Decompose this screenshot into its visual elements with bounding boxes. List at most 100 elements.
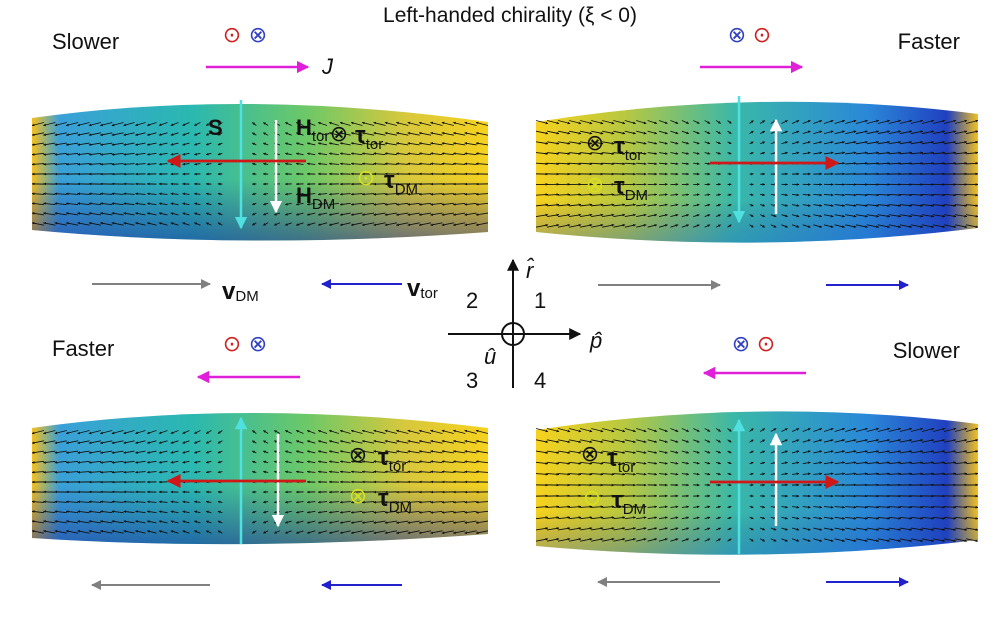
spin-vector <box>670 120 679 124</box>
spin-vector <box>123 152 135 156</box>
spin-vector <box>647 224 658 228</box>
spin-vector <box>339 132 351 136</box>
spin-vector <box>135 192 146 196</box>
spin-vector <box>31 460 45 464</box>
spin-vector <box>146 222 157 226</box>
tau-dm-symbol: ⊗ <box>349 483 367 508</box>
spin-vector <box>681 224 690 228</box>
spin-vector <box>557 223 571 228</box>
spin-vector <box>182 152 190 156</box>
spin-vector <box>77 162 90 166</box>
spin-vector <box>899 130 913 135</box>
spin-vector <box>760 151 766 155</box>
spin-vector <box>384 131 398 136</box>
spin-vector <box>727 224 732 228</box>
spin-vector <box>899 140 913 145</box>
spin-vector <box>602 141 615 145</box>
spin-vector <box>361 202 375 206</box>
spin-vector <box>681 141 690 145</box>
spin-vector <box>636 203 647 207</box>
spin-vector <box>943 140 957 145</box>
spin-vector <box>813 204 823 207</box>
spin-vector <box>123 142 135 146</box>
spin-vector <box>65 152 79 156</box>
spin-vector <box>252 122 257 126</box>
domain-wall-film <box>31 413 489 545</box>
spin-vector <box>557 120 571 125</box>
spin-vector <box>135 122 146 127</box>
tau-dm-label: τDM <box>614 173 648 204</box>
spin-vector <box>263 122 269 126</box>
spin-vector <box>558 203 571 207</box>
spin-vector <box>704 141 711 145</box>
spin-vector <box>54 122 67 127</box>
spin-vector <box>921 193 935 197</box>
spin-vector <box>855 119 868 124</box>
spin-vector <box>781 214 788 218</box>
spin-vector <box>306 132 316 136</box>
spin-vector <box>350 131 363 136</box>
spin-vector <box>306 122 316 126</box>
spin-vector <box>888 130 902 135</box>
spin-vector <box>43 202 56 206</box>
spin-vector <box>295 162 304 166</box>
spin-vector <box>866 119 880 124</box>
spin-vector <box>647 213 658 217</box>
spin-vector <box>921 119 935 124</box>
spin-vector <box>535 213 549 217</box>
spin-vector <box>65 470 79 474</box>
tau-tor-label: τtor <box>355 122 383 153</box>
spin-vector <box>591 223 604 228</box>
spin-vector <box>123 162 135 166</box>
spin-vector <box>877 204 891 207</box>
spin-vector <box>328 202 339 206</box>
spin-vector <box>100 122 113 127</box>
spin-vector <box>636 130 647 135</box>
spin-vector <box>54 132 67 137</box>
spin-vector <box>158 222 168 226</box>
spin-vector <box>217 142 223 146</box>
spin-vector <box>65 510 79 514</box>
spin-vector <box>670 213 679 217</box>
spin-vector <box>760 203 766 207</box>
spin-vector <box>384 142 397 146</box>
spin-vector <box>823 141 834 145</box>
spin-vector <box>602 130 615 135</box>
spin-vector <box>194 122 201 126</box>
spin-vector <box>855 162 868 165</box>
cross-in-symbol: ⊗ <box>249 22 267 47</box>
spin-vector <box>855 204 868 207</box>
spin-vector <box>965 140 979 145</box>
spin-vector <box>535 203 549 207</box>
spin-vector <box>339 142 351 146</box>
spin-vector <box>568 130 582 135</box>
spin-vector <box>77 132 90 137</box>
spin-vector <box>54 162 67 166</box>
spin-vector <box>658 203 668 207</box>
spin-vector <box>31 510 45 514</box>
spin-vector <box>339 192 351 196</box>
spin-vector <box>888 224 902 229</box>
spin-vector <box>135 152 146 156</box>
spin-vector <box>217 212 223 216</box>
spin-vector <box>636 224 647 228</box>
spin-vector <box>658 213 668 217</box>
spin-vector <box>624 141 636 145</box>
spin-vector <box>475 202 489 206</box>
dot-out-symbol: ⊙ <box>753 22 771 47</box>
spin-vector <box>31 142 45 146</box>
spin-vector <box>182 122 190 126</box>
spin-vector <box>31 202 45 206</box>
spin-vector <box>647 130 658 135</box>
spin-vector <box>602 120 615 125</box>
spin-vector <box>681 120 690 124</box>
spin-vector <box>558 152 571 155</box>
spin-vector <box>693 203 700 207</box>
spin-vector <box>317 142 328 146</box>
spin-vector <box>693 120 700 124</box>
spin-vector <box>263 132 269 136</box>
spin-vector <box>580 203 593 207</box>
spin-vector <box>568 120 582 125</box>
spin-vector <box>146 202 157 206</box>
spin-vector <box>441 222 454 227</box>
